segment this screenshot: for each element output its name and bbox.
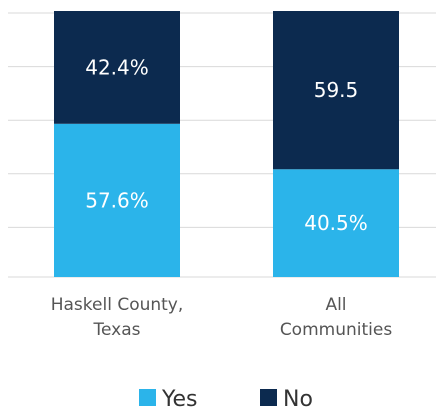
bar-segment-no	[54, 11, 180, 124]
category-labels: Haskell County, Texas All Communities	[51, 295, 393, 340]
bar-segment-no	[273, 11, 399, 170]
legend-swatch-yes	[139, 389, 156, 406]
legend: Yes No	[139, 387, 313, 409]
legend-label-no: No	[283, 387, 313, 409]
data-label: 40.5%	[304, 211, 368, 235]
bar-segment-yes	[54, 123, 180, 277]
data-label: 59.5	[314, 78, 359, 102]
legend-label-yes: Yes	[161, 387, 198, 409]
bar-segment-yes	[273, 169, 399, 277]
data-label: 42.4%	[85, 55, 149, 79]
legend-swatch-no	[260, 389, 277, 406]
category-label: Texas	[93, 320, 141, 340]
category-label: Communities	[280, 320, 393, 340]
category-label: All	[325, 295, 346, 315]
data-label: 57.6%	[85, 188, 149, 212]
bars: 57.6% 42.4% 40.5% 59.5	[54, 11, 399, 277]
category-label: Haskell County,	[51, 295, 184, 315]
